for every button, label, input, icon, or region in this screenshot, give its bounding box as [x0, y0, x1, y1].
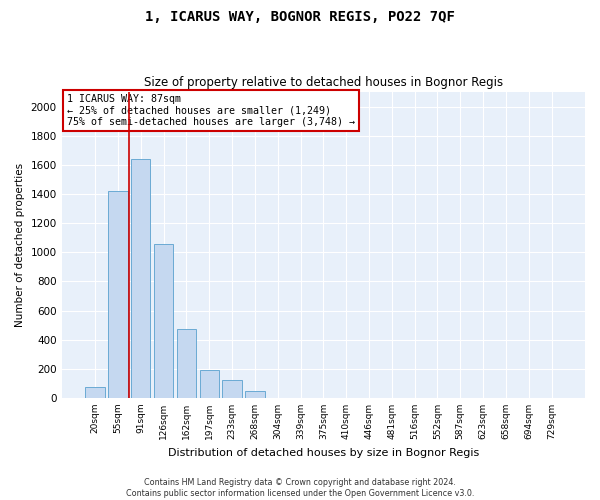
X-axis label: Distribution of detached houses by size in Bognor Regis: Distribution of detached houses by size …	[168, 448, 479, 458]
Y-axis label: Number of detached properties: Number of detached properties	[15, 163, 25, 327]
Title: Size of property relative to detached houses in Bognor Regis: Size of property relative to detached ho…	[144, 76, 503, 90]
Text: 1 ICARUS WAY: 87sqm
← 25% of detached houses are smaller (1,249)
75% of semi-det: 1 ICARUS WAY: 87sqm ← 25% of detached ho…	[67, 94, 355, 127]
Bar	[245, 390, 265, 398]
Bar	[108, 191, 128, 398]
Text: 1, ICARUS WAY, BOGNOR REGIS, PO22 7QF: 1, ICARUS WAY, BOGNOR REGIS, PO22 7QF	[145, 10, 455, 24]
Text: Contains HM Land Registry data © Crown copyright and database right 2024.
Contai: Contains HM Land Registry data © Crown c…	[126, 478, 474, 498]
Bar	[154, 244, 173, 398]
Bar	[85, 387, 105, 398]
Bar	[200, 370, 219, 398]
Bar	[177, 330, 196, 398]
Bar	[223, 380, 242, 398]
Bar	[131, 159, 151, 398]
